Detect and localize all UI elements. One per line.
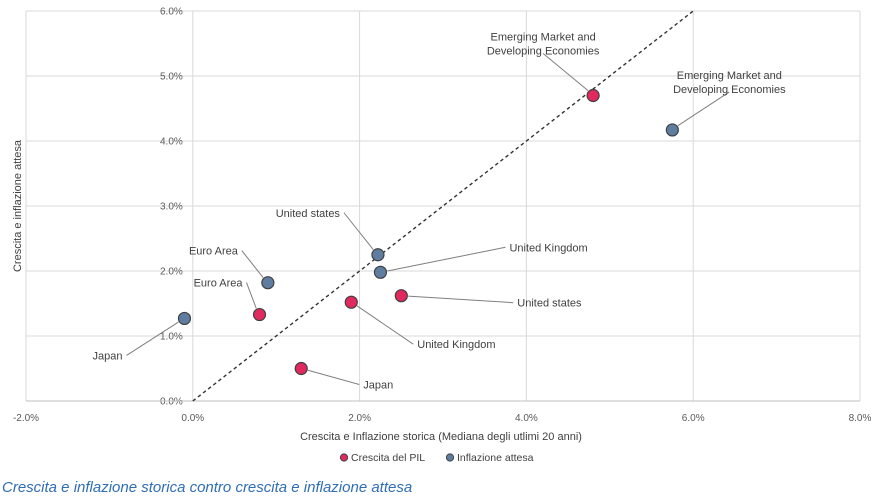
x-tick-label: 2.0% (348, 413, 371, 424)
point-label: Japan (363, 380, 393, 392)
x-tick-label: 0.0% (181, 413, 204, 424)
data-point (177, 311, 192, 326)
y-tick-label: 0.0% (160, 397, 183, 408)
data-point (394, 289, 408, 303)
y-tick-label: 2.0% (160, 267, 183, 278)
legend-label: Crescita del PIL (351, 452, 425, 464)
annotation-leader (126, 321, 179, 356)
point-label: United Kingdom (509, 242, 587, 254)
grid (25, 10, 861, 402)
annotation-leader (307, 369, 360, 385)
point-label: Japan (92, 350, 122, 362)
point-label: United states (517, 298, 582, 310)
legend: Crescita del PIL Inflazione attesa (339, 452, 534, 464)
x-tick-label: 4.0% (515, 413, 538, 424)
scatter-chart: -2.0% 0.0% 2.0% 4.0% 6.0% 8.0% 0.0% 1.0% 2.0% 3.0… (12, 7, 872, 465)
y-tick-label: 4.0% (160, 137, 183, 148)
reference-line (192, 10, 694, 402)
data-point (294, 361, 308, 376)
y-axis-title: Crescita e inflazione attesa (12, 139, 24, 272)
x-axis-title: Crescita e Inflazione storica (Mediana d… (300, 431, 582, 443)
data-point (665, 123, 679, 137)
annotation-leader (246, 282, 257, 309)
point-label: United Kingdom (417, 339, 495, 351)
annotation-leader (343, 212, 374, 250)
legend-label: Inflazione attesa (457, 452, 534, 464)
data-point (261, 276, 275, 290)
data-point (373, 265, 388, 279)
y-tick-label: 5.0% (160, 72, 183, 83)
annotation-leader (356, 305, 414, 345)
data-point (371, 248, 385, 262)
annotations: Japan Euro Area United Kingdom United state… (92, 32, 786, 392)
axes: -2.0% 0.0% 2.0% 4.0% 6.0% 8.0% 0.0% 1.0% 2.0% 3.0… (13, 7, 872, 425)
annotation-leader (408, 295, 514, 304)
point-label: United states (276, 208, 341, 220)
data-point (344, 295, 358, 309)
annotation-leader (387, 246, 506, 272)
legend-marker (339, 453, 349, 462)
point-label: Euro Area (189, 246, 239, 258)
figure-caption: Crescita e inflazione storica contro cre… (2, 479, 413, 496)
x-tick-label: 8.0% (849, 413, 872, 424)
data-points (177, 88, 679, 376)
data-point (252, 307, 267, 322)
annotation-leader (542, 53, 589, 92)
annotation-leader (241, 250, 264, 278)
x-tick-label: -2.0% (13, 413, 39, 424)
point-label: Emerging Market and Developing Economies (673, 70, 786, 96)
y-tick-label: 3.0% (160, 202, 183, 213)
x-tick-label: 6.0% (682, 413, 705, 424)
y-tick-label: 6.0% (160, 7, 183, 18)
point-label: Emerging Market and Developing Economies (487, 32, 600, 58)
y-tick-label: 1.0% (160, 332, 183, 343)
point-label: Euro Area (194, 278, 244, 290)
annotation-leaders (126, 53, 730, 385)
legend-marker (445, 453, 455, 462)
annotation-leader (677, 91, 730, 127)
data-point (586, 88, 600, 103)
